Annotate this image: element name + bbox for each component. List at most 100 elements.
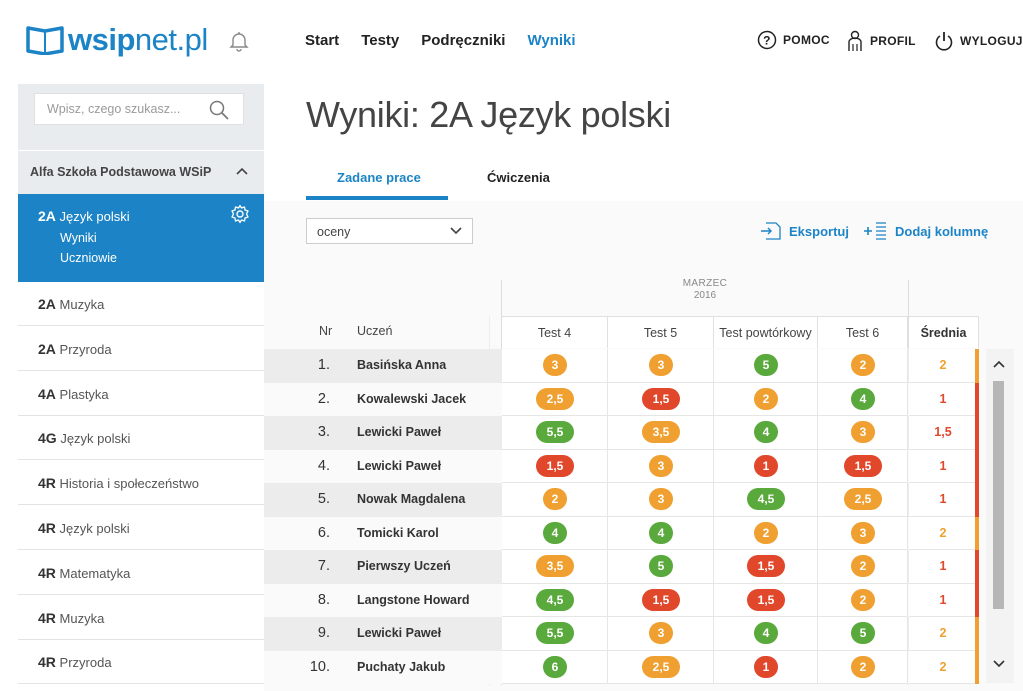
grade-cell[interactable]: 4 [818, 382, 908, 416]
bell-icon[interactable] [228, 30, 250, 52]
column-header-test-powtorkowy[interactable]: Test powtórkowy [714, 316, 818, 348]
wsipnet-logo[interactable]: wsipnet.pl [26, 22, 208, 58]
tab-cwiczenia[interactable]: Ćwiczenia [487, 170, 550, 185]
grade-cell[interactable]: 5 [818, 617, 908, 651]
grade-cell[interactable]: 5,5 [502, 416, 608, 450]
grade-cell[interactable]: 3 [818, 516, 908, 550]
grade-cell[interactable]: 2 [818, 583, 908, 617]
grade-cell[interactable]: 3 [608, 449, 714, 483]
sidebar-item-class[interactable]: 4R Historia i społeczeństwo [18, 461, 264, 506]
chevron-up-icon[interactable] [992, 359, 1006, 369]
grade-cell[interactable]: 4 [714, 416, 818, 450]
sidebar-item-class[interactable]: 2A Muzyka [18, 282, 264, 326]
column-header-average[interactable]: Średnia [909, 316, 979, 348]
grade-cell[interactable]: 3,5 [502, 550, 608, 584]
table-scrollbar[interactable] [986, 349, 1014, 683]
grade-cell[interactable]: 3,5 [608, 416, 714, 450]
add-column-button[interactable]: Dodaj kolumnę [864, 221, 988, 241]
grade-cell[interactable]: 1,5 [608, 583, 714, 617]
grade-cell[interactable]: 1,5 [502, 449, 608, 483]
grade-cell[interactable]: 2,5 [502, 382, 608, 416]
grade-cell[interactable]: 1,5 [818, 449, 908, 483]
grade-cell[interactable]: 3 [608, 349, 714, 383]
sidebar-item-class[interactable]: 4G Język polski [18, 416, 264, 461]
student-name[interactable]: Lewicki Paweł [357, 458, 442, 473]
sidebar-item-class[interactable]: 4R Muzyka [18, 596, 264, 640]
sidebar-item-class[interactable]: 4R Matematyka [18, 551, 264, 595]
grade-cell[interactable]: 2 [502, 483, 608, 517]
grade-cell[interactable]: 2 [714, 382, 818, 416]
grade-cell[interactable]: 2 [714, 516, 818, 550]
grade-cell[interactable]: 1 [714, 449, 818, 483]
tab-zadane-prace[interactable]: Zadane prace [337, 170, 421, 185]
grade-cell[interactable]: 1 [714, 650, 818, 684]
grade-cell[interactable]: 5,5 [502, 617, 608, 651]
table-row[interactable]: 2. Kowalewski Jacek 2,5 1,5 2 4 1 [264, 382, 979, 416]
sidebar-item-class[interactable]: 4R Przyroda [18, 640, 264, 685]
sidebar-subitem-wyniki[interactable]: Wyniki [60, 231, 97, 245]
school-header[interactable]: Alfa Szkoła Podstawowa WSiP [18, 150, 264, 195]
grade-cell[interactable]: 1,5 [714, 550, 818, 584]
help-button[interactable]: ? POMOC [757, 30, 830, 50]
grade-cell[interactable]: 2 [818, 650, 908, 684]
nav-start[interactable]: Start [305, 32, 340, 49]
gear-icon[interactable] [230, 204, 250, 224]
scrollbar-thumb[interactable] [993, 381, 1004, 609]
grade-cell[interactable]: 1,5 [714, 583, 818, 617]
column-header-test-5[interactable]: Test 5 [608, 316, 714, 348]
table-row[interactable]: 3. Lewicki Paweł 5,5 3,5 4 3 1,5 [264, 416, 979, 450]
sidebar-item-active-class[interactable]: 2A Język polski Wyniki Uczniowie [18, 194, 264, 282]
table-row[interactable]: 4. Lewicki Paweł 1,5 3 1 1,5 1 [264, 449, 979, 483]
student-name[interactable]: Lewicki Paweł [357, 626, 442, 640]
sidebar-subitem-uczniowie[interactable]: Uczniowie [60, 251, 117, 265]
column-header-test-6[interactable]: Test 6 [818, 316, 908, 348]
student-name[interactable]: Lewicki Paweł [357, 425, 442, 439]
grades-select[interactable]: oceny [306, 218, 473, 244]
nav-podreczniki[interactable]: Podręczniki [421, 32, 506, 49]
table-row[interactable]: 10. Puchaty Jakub 6 2,5 1 2 2 [264, 650, 979, 684]
grade-cell[interactable]: 5 [608, 550, 714, 584]
student-name[interactable]: Kowalewski Jacek [357, 391, 467, 406]
table-row[interactable]: 6. Tomicki Karol 4 4 2 3 2 [264, 516, 979, 550]
grade-cell[interactable]: 5 [714, 349, 818, 383]
profile-button[interactable]: PROFIL [846, 30, 916, 52]
chevron-down-icon[interactable] [992, 659, 1006, 669]
grade-cell[interactable]: 1,5 [608, 382, 714, 416]
table-row[interactable]: 8. Langstone Howard 4,5 1,5 1,5 2 1 [264, 583, 979, 617]
chevron-up-icon[interactable] [236, 167, 248, 175]
grade-cell[interactable]: 2,5 [818, 483, 908, 517]
grade-cell[interactable]: 4,5 [714, 483, 818, 517]
student-name[interactable]: Tomicki Karol [357, 525, 439, 540]
column-header-test-4[interactable]: Test 4 [502, 316, 608, 348]
student-name[interactable]: Pierwszy Uczeń [357, 559, 451, 573]
sidebar-item-class[interactable]: 4A Plastyka [18, 372, 264, 416]
table-row[interactable]: 7. Pierwszy Uczeń 3,5 5 1,5 2 1 [264, 550, 979, 584]
grade-cell[interactable]: 3 [608, 617, 714, 651]
student-name[interactable]: Puchaty Jakub [357, 659, 446, 674]
sidebar-item-class[interactable]: 2A Przyroda [18, 327, 264, 371]
grade-cell[interactable]: 4,5 [502, 583, 608, 617]
student-name[interactable]: Langstone Howard [357, 592, 470, 607]
table-row[interactable]: 1. Basińska Anna 3 3 5 2 2 [264, 349, 979, 383]
grade-cell[interactable]: 3 [818, 416, 908, 450]
search-input[interactable] [45, 94, 209, 124]
grade-cell[interactable]: 6 [502, 650, 608, 684]
grade-cell[interactable]: 3 [608, 483, 714, 517]
grade-cell[interactable]: 4 [502, 516, 608, 550]
grade-cell[interactable]: 2 [818, 550, 908, 584]
student-name[interactable]: Nowak Magdalena [357, 492, 466, 506]
sidebar-item-class[interactable]: 4R Język polski [18, 506, 264, 550]
grade-cell[interactable]: 2 [818, 349, 908, 383]
nav-testy[interactable]: Testy [361, 32, 400, 49]
export-button[interactable]: Eksportuj [760, 221, 849, 241]
grade-cell[interactable]: 3 [502, 349, 608, 383]
table-row[interactable]: 5. Nowak Magdalena 2 3 4,5 2,5 1 [264, 483, 979, 517]
grade-cell[interactable]: 2,5 [608, 650, 714, 684]
logout-button[interactable]: WYLOGUJ [934, 30, 1023, 52]
grade-cell[interactable]: 4 [608, 516, 714, 550]
search-icon[interactable] [209, 100, 229, 120]
student-name[interactable]: Basińska Anna [357, 358, 447, 372]
table-row[interactable]: 9. Lewicki Paweł 5,5 3 4 5 2 [264, 617, 979, 651]
grade-cell[interactable]: 4 [714, 617, 818, 651]
nav-wyniki[interactable]: Wyniki [527, 32, 576, 49]
